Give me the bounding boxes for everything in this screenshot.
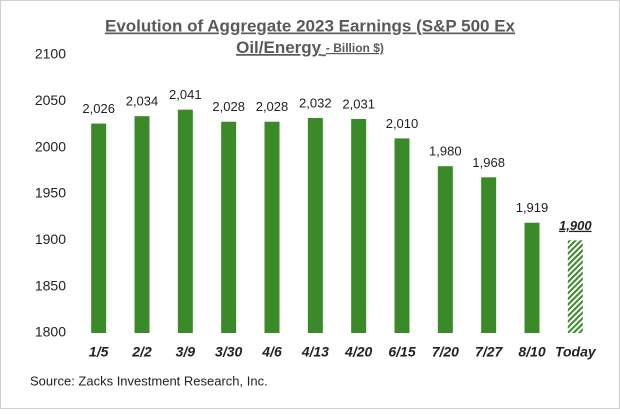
value-label: 2,034 bbox=[126, 94, 159, 109]
bar bbox=[524, 222, 540, 333]
bar bbox=[567, 240, 583, 333]
y-tick-label: 2050 bbox=[35, 92, 66, 108]
bar bbox=[177, 109, 193, 333]
value-label: 1,980 bbox=[429, 144, 462, 159]
y-tick-label: 1900 bbox=[35, 231, 66, 247]
bar bbox=[481, 177, 497, 333]
value-label: 2,026 bbox=[82, 101, 115, 116]
chart-title: Oil/Energy - Billion $) bbox=[236, 38, 384, 57]
value-label: 2,010 bbox=[386, 116, 419, 131]
bar bbox=[307, 118, 323, 333]
source: Source: Zacks Investment Research, Inc. bbox=[30, 373, 268, 388]
x-tick-label: 4/6 bbox=[261, 344, 282, 360]
bar bbox=[134, 116, 150, 333]
bar bbox=[221, 121, 237, 333]
value-label: 2,031 bbox=[342, 96, 375, 111]
x-tick-label: 4/13 bbox=[301, 344, 329, 360]
value-label: 2,028 bbox=[212, 99, 245, 114]
value-label: 1,900 bbox=[559, 218, 592, 233]
x-tick-label: 4/20 bbox=[344, 344, 372, 360]
y-tick-label: 2000 bbox=[35, 138, 66, 154]
bar bbox=[394, 138, 410, 333]
value-label: 2,041 bbox=[169, 87, 202, 102]
y-tick-label: 1800 bbox=[35, 324, 66, 340]
x-tick-label: 8/10 bbox=[518, 344, 545, 360]
y-tick-label: 2100 bbox=[35, 46, 66, 62]
x-tick-label: 2/2 bbox=[131, 344, 152, 360]
y-tick-label: 1850 bbox=[35, 277, 66, 293]
x-tick-label: 7/20 bbox=[432, 344, 459, 360]
chart-title: Oil/Energy bbox=[236, 38, 322, 57]
x-tick-label: 1/5 bbox=[89, 344, 109, 360]
bar bbox=[437, 166, 453, 333]
value-label: 1,919 bbox=[516, 200, 549, 215]
value-label: 2,028 bbox=[256, 99, 289, 114]
x-tick-label: 3/30 bbox=[215, 344, 242, 360]
y-tick-label: 1950 bbox=[35, 185, 66, 201]
x-tick-label: 3/9 bbox=[176, 344, 196, 360]
bar bbox=[91, 123, 107, 333]
value-label: 1,968 bbox=[472, 155, 505, 170]
bar bbox=[351, 118, 367, 333]
x-tick-label: Today bbox=[555, 344, 597, 360]
x-tick-label: 6/15 bbox=[388, 344, 415, 360]
title-note: - Billion $) bbox=[326, 41, 384, 55]
value-label: 2,032 bbox=[299, 95, 332, 110]
bar bbox=[264, 121, 280, 333]
chart-title: Evolution of Aggregate 2023 Earnings (S&… bbox=[105, 16, 516, 35]
x-tick-label: 7/27 bbox=[475, 344, 503, 360]
